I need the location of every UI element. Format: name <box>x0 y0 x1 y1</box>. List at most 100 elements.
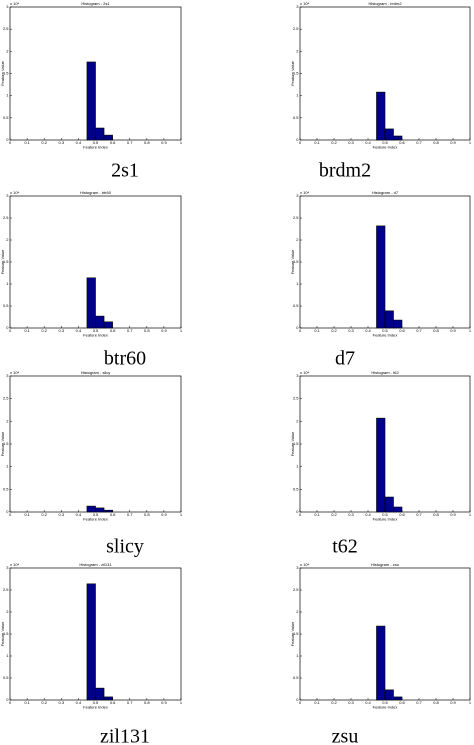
y-tick-label: 2 <box>6 418 9 423</box>
x-tick-label: 0.2 <box>41 328 47 333</box>
x-tick-label: 0.4 <box>365 140 371 145</box>
bar <box>103 134 113 141</box>
y-tick-label: 0.5 <box>3 303 9 308</box>
x-tick-label: 0.4 <box>365 328 371 333</box>
x-axis-label: Feature Index <box>373 517 398 522</box>
x-tick-label: 0.6 <box>399 512 405 517</box>
x-tick-label: 0.9 <box>450 140 456 145</box>
y-axis-label: Feature Value <box>290 249 295 275</box>
y-tick-label: 2 <box>296 48 299 53</box>
y-tick-label: 1 <box>296 653 299 658</box>
x-tick-label: 1 <box>469 328 472 333</box>
y-axis-label: Feature Value <box>0 249 5 275</box>
y-tick-label: 0 <box>296 137 299 142</box>
x-tick-label: 0.4 <box>365 512 371 517</box>
y-tick-label: 2 <box>296 237 299 242</box>
x-tick-label: 1 <box>180 328 183 333</box>
y-tick-label: 1 <box>296 464 299 469</box>
y-tick-label: 1.5 <box>293 631 299 636</box>
x-tick-label: 0.5 <box>382 700 388 705</box>
y-tick-label: 2.5 <box>293 215 299 220</box>
x-tick-label: 0.5 <box>382 140 388 145</box>
caption: brdm2 <box>319 160 371 182</box>
y-tick-label: 0 <box>296 325 299 330</box>
caption: zsu <box>332 726 359 745</box>
bar <box>103 321 113 329</box>
y-tick-label: 0 <box>6 697 9 702</box>
bar <box>86 277 96 329</box>
x-tick-label: 0.2 <box>41 140 47 145</box>
x-tick-label: 0.3 <box>348 700 354 705</box>
y-tick-label: 2 <box>296 609 299 614</box>
y-multiplier: x 10⁴ <box>10 190 20 195</box>
x-axis-label: Feature Index <box>83 145 108 150</box>
y-tick-label: 1 <box>6 464 9 469</box>
y-tick-label: 1 <box>296 93 299 98</box>
x-tick-label: 0.7 <box>416 140 422 145</box>
x-tick-label: 0.2 <box>331 328 337 333</box>
x-tick-label: 0.9 <box>450 700 456 705</box>
y-tick-label: 2.5 <box>293 396 299 401</box>
x-tick-label: 0.8 <box>433 512 439 517</box>
y-multiplier: x 10⁴ <box>300 1 310 6</box>
y-tick-label: 1.5 <box>3 631 9 636</box>
x-tick-label: 0.6 <box>399 700 405 705</box>
x-tick-label: 0 <box>9 140 12 145</box>
caption: t62 <box>332 536 358 558</box>
x-tick-label: 0 <box>9 328 12 333</box>
y-tick-label: 2.5 <box>293 26 299 31</box>
bar <box>376 417 386 513</box>
plot-title: Histogram - t62 <box>371 370 399 375</box>
x-axis-label: Feature Index <box>373 145 398 150</box>
bar <box>95 687 105 701</box>
x-tick-label: 0.5 <box>382 328 388 333</box>
y-tick-label: 2 <box>6 48 9 53</box>
y-tick-label: 1.5 <box>3 441 9 446</box>
x-axis-label: Feature Index <box>83 517 108 522</box>
y-tick-label: 0 <box>296 509 299 514</box>
y-multiplier: x 10⁴ <box>300 562 310 567</box>
x-tick-label: 0.8 <box>144 140 150 145</box>
y-tick-label: 1.5 <box>293 259 299 264</box>
x-tick-label: 0.5 <box>93 328 99 333</box>
caption: 2s1 <box>111 160 139 182</box>
plot-title: Histogram - 2s1 <box>81 1 110 6</box>
x-tick-label: 1 <box>469 140 472 145</box>
x-tick-label: 0.1 <box>24 512 30 517</box>
x-tick-label: 0.1 <box>24 700 30 705</box>
x-tick-label: 0.7 <box>127 140 133 145</box>
plot-title: Histogram - zsu <box>371 562 399 567</box>
x-tick-label: 0 <box>299 512 302 517</box>
x-tick-label: 1 <box>180 700 183 705</box>
caption: btr60 <box>104 348 146 370</box>
bar <box>95 127 105 141</box>
y-tick-label: 0.5 <box>3 675 9 680</box>
y-tick-label: 2.5 <box>293 587 299 592</box>
y-multiplier: x 10⁴ <box>10 1 20 6</box>
bar <box>384 496 394 513</box>
x-tick-label: 1 <box>180 512 183 517</box>
bar <box>384 128 394 141</box>
y-tick-label: 0.5 <box>293 115 299 120</box>
x-tick-label: 0.5 <box>382 512 388 517</box>
plot-title: Histogram - brdm2 <box>368 1 402 6</box>
x-tick-label: 0 <box>299 140 302 145</box>
axes-frame <box>9 375 182 513</box>
x-tick-label: 0.3 <box>348 328 354 333</box>
x-tick-label: 0.4 <box>76 328 82 333</box>
plot-title: Histogram - zil131 <box>79 562 112 567</box>
y-tick-label: 1.5 <box>293 71 299 76</box>
y-tick-label: 3 <box>296 193 299 198</box>
y-tick-label: 1.5 <box>293 441 299 446</box>
x-tick-label: 0.5 <box>93 700 99 705</box>
y-tick-label: 1 <box>6 281 9 286</box>
x-tick-label: 0.1 <box>24 140 30 145</box>
x-tick-label: 0.7 <box>416 328 422 333</box>
x-tick-label: 0.3 <box>59 700 65 705</box>
x-tick-label: 0.6 <box>110 512 116 517</box>
x-tick-label: 1 <box>469 512 472 517</box>
y-tick-label: 3 <box>6 193 9 198</box>
caption: zil131 <box>100 726 150 745</box>
x-tick-label: 0.1 <box>314 700 320 705</box>
